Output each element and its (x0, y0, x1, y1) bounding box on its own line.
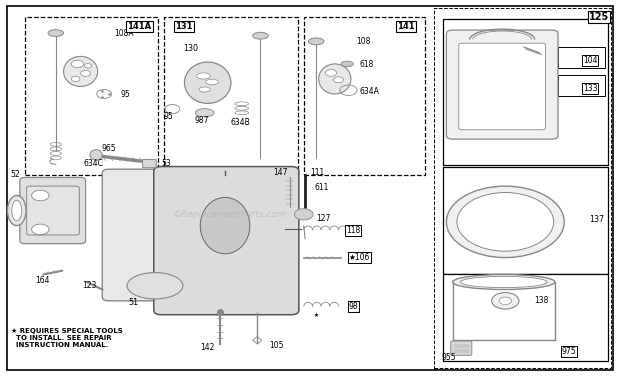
Ellipse shape (185, 62, 231, 103)
Text: 987: 987 (194, 116, 209, 125)
Bar (443, 274, 608, 361)
Text: 123: 123 (82, 281, 96, 290)
Text: 141A: 141A (128, 22, 151, 31)
Ellipse shape (197, 73, 210, 79)
Text: 125: 125 (589, 12, 609, 22)
Ellipse shape (127, 273, 183, 299)
Circle shape (294, 209, 313, 220)
FancyBboxPatch shape (451, 341, 472, 355)
Ellipse shape (460, 276, 547, 288)
Circle shape (71, 60, 84, 68)
Text: 111: 111 (310, 168, 324, 177)
Text: ★ REQUIRES SPECIAL TOOLS
  TO INSTALL. SEE REPAIR
  INSTRUCTION MANUAL.: ★ REQUIRES SPECIAL TOOLS TO INSTALL. SEE… (11, 328, 123, 349)
FancyBboxPatch shape (27, 186, 79, 235)
Text: 133: 133 (583, 84, 598, 93)
Circle shape (334, 77, 343, 83)
Ellipse shape (7, 196, 26, 226)
FancyBboxPatch shape (154, 167, 299, 315)
Text: 104: 104 (583, 56, 598, 65)
Text: 955: 955 (441, 353, 456, 362)
Text: 105: 105 (270, 341, 284, 350)
FancyBboxPatch shape (143, 159, 156, 168)
Text: 98: 98 (348, 302, 358, 311)
Ellipse shape (12, 200, 22, 221)
Text: 130: 130 (183, 44, 198, 53)
Circle shape (446, 186, 564, 258)
Text: 127: 127 (316, 214, 330, 223)
Text: 137: 137 (589, 215, 604, 224)
Ellipse shape (90, 150, 102, 160)
Ellipse shape (199, 87, 210, 92)
Text: 52: 52 (10, 170, 20, 179)
Circle shape (71, 76, 80, 82)
Circle shape (457, 193, 554, 251)
FancyBboxPatch shape (459, 43, 546, 130)
Ellipse shape (48, 30, 64, 36)
Text: 975: 975 (562, 347, 577, 356)
Ellipse shape (341, 61, 353, 67)
FancyBboxPatch shape (102, 169, 208, 301)
Text: ★: ★ (314, 312, 319, 318)
Ellipse shape (195, 109, 214, 117)
Text: 611: 611 (315, 183, 329, 193)
Text: 965: 965 (101, 144, 116, 153)
Bar (558, 47, 604, 68)
Bar (25, 17, 158, 175)
Ellipse shape (309, 38, 324, 45)
Text: 164: 164 (35, 276, 50, 285)
Text: 118: 118 (347, 226, 360, 235)
Ellipse shape (453, 274, 555, 290)
Text: 618: 618 (360, 60, 374, 69)
Circle shape (32, 224, 49, 235)
Text: 634C: 634C (84, 159, 104, 168)
Circle shape (84, 64, 92, 68)
Text: 108: 108 (356, 37, 371, 46)
Ellipse shape (200, 197, 250, 254)
Circle shape (32, 190, 49, 201)
Ellipse shape (319, 64, 351, 94)
Circle shape (499, 297, 511, 305)
Ellipse shape (64, 56, 98, 86)
Text: 53: 53 (161, 159, 171, 168)
Bar (558, 75, 604, 96)
FancyBboxPatch shape (20, 177, 86, 244)
Text: 141: 141 (397, 22, 415, 31)
Text: 147: 147 (273, 168, 288, 177)
Bar (443, 19, 608, 165)
Ellipse shape (206, 79, 218, 85)
Text: 634B: 634B (231, 118, 250, 127)
FancyBboxPatch shape (446, 30, 558, 139)
Text: 138: 138 (534, 296, 549, 305)
Text: 131: 131 (175, 22, 193, 31)
Text: 634A: 634A (360, 87, 379, 96)
Text: ©ReplacementParts.com: ©ReplacementParts.com (172, 210, 286, 219)
Bar (434, 8, 611, 368)
Bar (304, 17, 425, 175)
Text: 95: 95 (121, 90, 131, 99)
Text: ★106: ★106 (349, 253, 370, 262)
Bar (443, 167, 608, 274)
Circle shape (492, 293, 519, 309)
Circle shape (81, 70, 91, 76)
Circle shape (326, 70, 337, 76)
Bar (164, 17, 298, 175)
Text: 95: 95 (164, 112, 174, 121)
Ellipse shape (253, 32, 268, 39)
Text: 51: 51 (128, 298, 138, 307)
Text: 142: 142 (200, 343, 215, 352)
Text: 108A: 108A (115, 29, 135, 38)
